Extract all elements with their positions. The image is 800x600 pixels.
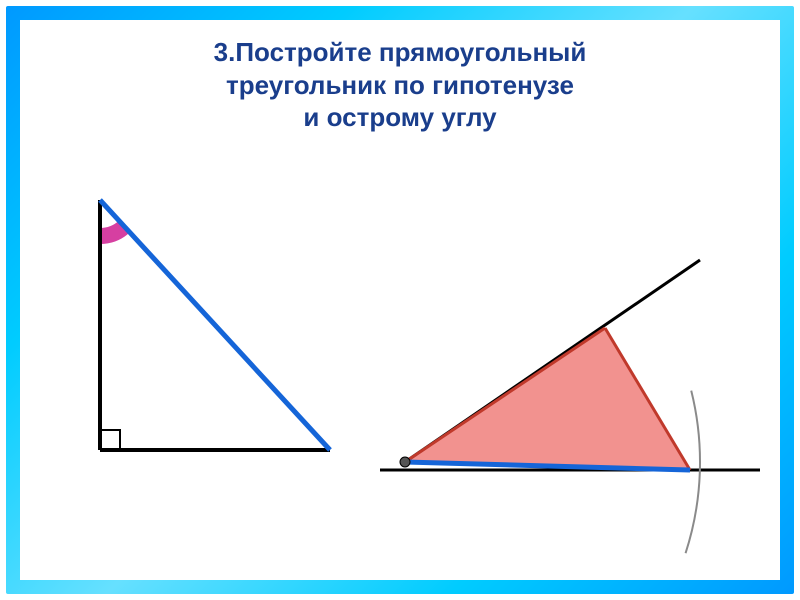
left-triangle (100, 200, 330, 450)
slide-frame: 3.Постройте прямоугольный треугольник по… (0, 0, 800, 600)
gradient-border: 3.Постройте прямоугольный треугольник по… (6, 6, 794, 594)
right-construction (380, 260, 760, 553)
slide-inner: 3.Постройте прямоугольный треугольник по… (20, 20, 780, 580)
geometry-diagram (20, 20, 780, 580)
